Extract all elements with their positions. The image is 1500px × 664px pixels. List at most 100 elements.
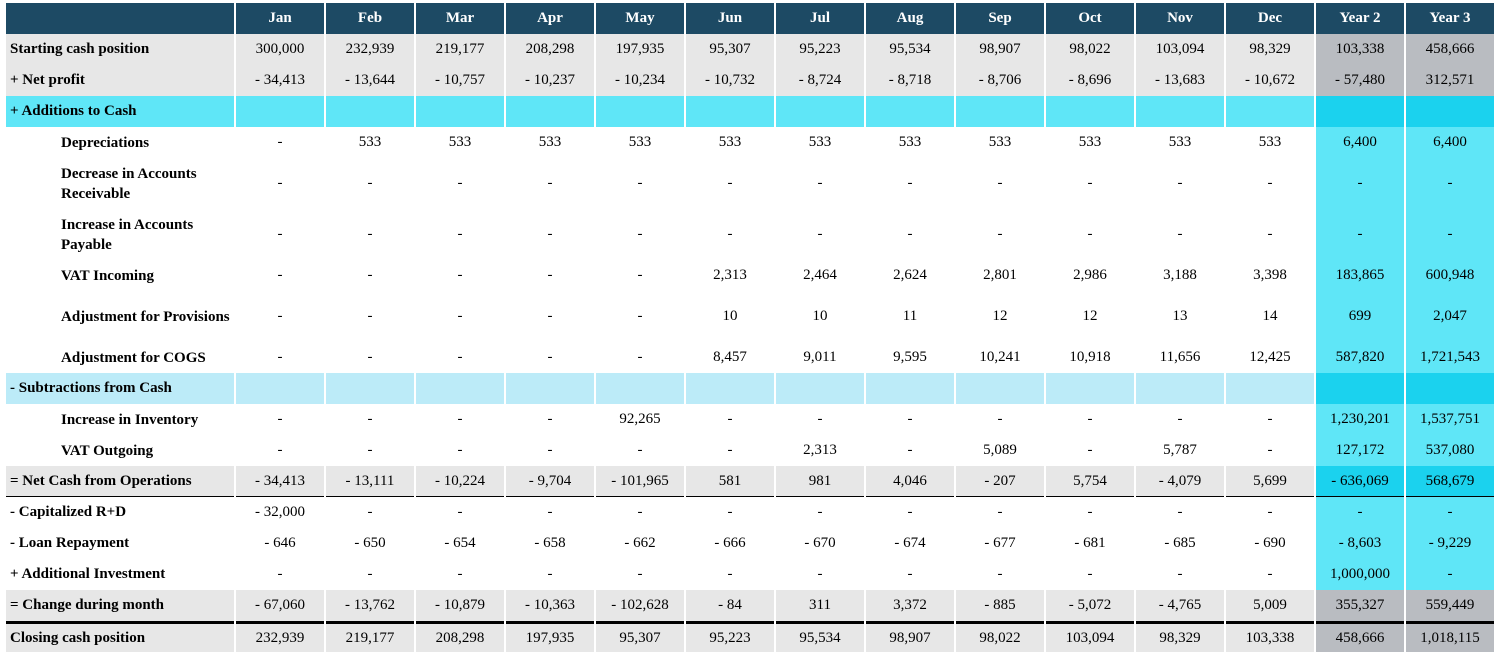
cell-apr[interactable]: - 658: [534, 535, 566, 551]
cell-year-2[interactable]: - 636,069: [1316, 466, 1404, 497]
cell-may[interactable]: -: [637, 504, 643, 520]
cell-apr[interactable]: 208,298: [506, 34, 594, 65]
cell-nov[interactable]: 98,329: [1136, 621, 1224, 652]
cell-mar[interactable]: [416, 373, 504, 404]
cell-apr[interactable]: -: [547, 442, 553, 458]
cell-sep[interactable]: 2,801: [983, 267, 1017, 283]
cell-aug[interactable]: 11: [902, 308, 918, 324]
cell-year-3[interactable]: 6,400: [1406, 127, 1494, 158]
cell-feb[interactable]: -: [367, 411, 373, 427]
cell-feb[interactable]: -: [367, 308, 373, 324]
cell-jan[interactable]: -: [277, 349, 283, 365]
cell-feb[interactable]: -: [367, 349, 373, 365]
cell-may[interactable]: 533: [628, 134, 652, 150]
cell-sep[interactable]: 10,241: [979, 349, 1021, 365]
cell-oct[interactable]: [1046, 373, 1134, 404]
cell-jan[interactable]: 300,000: [236, 34, 324, 65]
cell-aug[interactable]: 9,595: [893, 349, 927, 365]
cell-apr[interactable]: - 9,704: [506, 466, 594, 497]
cell-apr[interactable]: -: [547, 566, 553, 582]
cell-mar[interactable]: 219,177: [416, 34, 504, 65]
cell-dec[interactable]: [1226, 373, 1314, 404]
cell-nov[interactable]: -: [1177, 411, 1183, 427]
cell-jul[interactable]: - 670: [804, 535, 836, 551]
cell-dec[interactable]: - 10,672: [1226, 65, 1314, 96]
cell-year-2[interactable]: 1,000,000: [1316, 559, 1404, 590]
cell-feb[interactable]: 219,177: [326, 621, 414, 652]
cell-oct[interactable]: -: [1087, 226, 1093, 242]
cell-may[interactable]: 197,935: [596, 34, 684, 65]
cell-jun[interactable]: 95,307: [686, 34, 774, 65]
cell-mar[interactable]: -: [457, 267, 463, 283]
cell-year-2[interactable]: 355,327: [1316, 590, 1404, 621]
cell-apr[interactable]: -: [547, 308, 553, 324]
cell-year-3[interactable]: -: [1406, 209, 1494, 260]
cell-sep[interactable]: - 207: [956, 466, 1044, 497]
cell-sep[interactable]: 533: [988, 134, 1012, 150]
cell-may[interactable]: 92,265: [619, 411, 661, 427]
cell-dec[interactable]: 3,398: [1253, 267, 1287, 283]
cell-jan[interactable]: - 34,413: [236, 65, 324, 96]
cell-apr[interactable]: -: [547, 349, 553, 365]
cell-oct[interactable]: - 5,072: [1046, 590, 1134, 621]
cell-jun[interactable]: - 10,732: [686, 65, 774, 96]
cell-feb[interactable]: 232,939: [326, 34, 414, 65]
cell-jul[interactable]: -: [817, 411, 823, 427]
cell-feb[interactable]: [326, 96, 414, 127]
cell-mar[interactable]: -: [457, 175, 463, 191]
cell-apr[interactable]: [506, 373, 594, 404]
cell-dec[interactable]: -: [1267, 566, 1273, 582]
cell-jul[interactable]: 9,011: [803, 349, 837, 365]
cell-jul[interactable]: 311: [776, 590, 864, 621]
cell-oct[interactable]: 5,754: [1046, 466, 1134, 497]
cell-year-2[interactable]: - 57,480: [1316, 65, 1404, 96]
cell-oct[interactable]: 10,918: [1069, 349, 1111, 365]
cell-year-2[interactable]: [1316, 96, 1404, 127]
cell-jul[interactable]: 95,534: [776, 621, 864, 652]
cell-dec[interactable]: 533: [1258, 134, 1282, 150]
cell-mar[interactable]: -: [457, 226, 463, 242]
cell-jun[interactable]: -: [727, 411, 733, 427]
cell-jun[interactable]: - 666: [714, 535, 746, 551]
cell-oct[interactable]: 12: [1082, 308, 1098, 324]
cell-oct[interactable]: -: [1087, 566, 1093, 582]
cell-year-3[interactable]: 568,679: [1406, 466, 1494, 497]
cell-feb[interactable]: - 13,111: [326, 466, 414, 497]
cell-dec[interactable]: -: [1267, 411, 1273, 427]
cell-nov[interactable]: - 685: [1164, 535, 1196, 551]
cell-jan[interactable]: - 32,000: [255, 504, 305, 520]
cell-year-3[interactable]: -: [1406, 559, 1494, 590]
cell-sep[interactable]: 12: [992, 308, 1008, 324]
cell-sep[interactable]: - 8,706: [956, 65, 1044, 96]
cell-dec[interactable]: -: [1267, 175, 1273, 191]
cell-dec[interactable]: 103,338: [1226, 621, 1314, 652]
cell-may[interactable]: [596, 373, 684, 404]
cell-sep[interactable]: -: [997, 411, 1003, 427]
cell-apr[interactable]: -: [547, 267, 553, 283]
cell-aug[interactable]: 4,046: [866, 466, 954, 497]
cell-year-2[interactable]: 699: [1316, 291, 1404, 342]
cell-aug[interactable]: -: [907, 566, 913, 582]
cell-sep[interactable]: -: [997, 566, 1003, 582]
cell-nov[interactable]: -: [1177, 175, 1183, 191]
cell-mar[interactable]: - 10,224: [416, 466, 504, 497]
cell-jul[interactable]: 533: [808, 134, 832, 150]
cell-dec[interactable]: 14: [1262, 308, 1278, 324]
cell-jun[interactable]: -: [727, 175, 733, 191]
cell-nov[interactable]: 11,656: [1159, 349, 1201, 365]
cell-oct[interactable]: 103,094: [1046, 621, 1134, 652]
cell-oct[interactable]: [1046, 96, 1134, 127]
cell-feb[interactable]: - 13,644: [326, 65, 414, 96]
cell-apr[interactable]: 197,935: [506, 621, 594, 652]
cell-year-2[interactable]: -: [1316, 209, 1404, 260]
cell-jan[interactable]: -: [277, 267, 283, 283]
cell-dec[interactable]: -: [1267, 442, 1273, 458]
cell-year-2[interactable]: -: [1316, 158, 1404, 209]
cell-mar[interactable]: -: [457, 349, 463, 365]
cell-dec[interactable]: 5,699: [1226, 466, 1314, 497]
cell-nov[interactable]: 13: [1172, 308, 1188, 324]
cell-oct[interactable]: -: [1087, 175, 1093, 191]
cell-year-3[interactable]: 1,721,543: [1406, 342, 1494, 373]
cell-may[interactable]: [596, 96, 684, 127]
cell-aug[interactable]: -: [907, 504, 913, 520]
